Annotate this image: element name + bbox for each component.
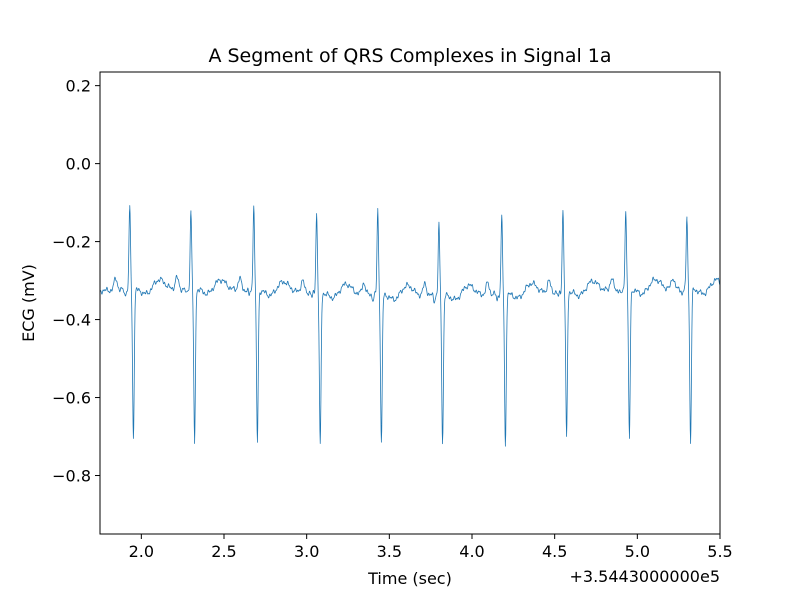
axis-ticks: 2.0 2.5 3.0 3.5 4.0 4.5 5.0 5.5 0.2 0.0 −0.2 −0.4 −0…	[52, 77, 733, 561]
y-tick-label: 0.0	[66, 155, 91, 174]
y-tick-label: −0.2	[52, 233, 91, 252]
x-tick-label: 2.5	[211, 542, 236, 561]
y-tick-label: −0.4	[52, 311, 91, 330]
x-offset-label: +3.5443000000e5	[570, 567, 721, 586]
x-tick-label: 2.0	[129, 542, 154, 561]
x-axis-label: Time (sec)	[367, 569, 452, 588]
x-tick-label: 4.0	[459, 542, 484, 561]
y-tick-label: −0.8	[52, 467, 91, 486]
x-tick-label: 5.0	[625, 542, 650, 561]
plot-area	[99, 205, 721, 447]
x-tick-label: 3.0	[294, 542, 319, 561]
ecg-signal-line	[99, 205, 721, 447]
x-tick-label: 4.5	[542, 542, 567, 561]
y-axis-label: ECG (mV)	[19, 264, 38, 342]
chart-title: A Segment of QRS Complexes in Signal 1a	[208, 45, 611, 67]
y-tick-label: −0.6	[52, 389, 91, 408]
x-tick-label: 5.5	[707, 542, 732, 561]
y-tick-label: 0.2	[66, 77, 91, 96]
plot-frame	[99, 71, 721, 535]
x-tick-label: 3.5	[377, 542, 402, 561]
